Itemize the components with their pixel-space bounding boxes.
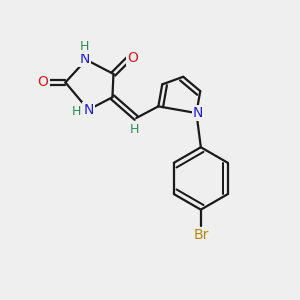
Text: N: N <box>80 52 90 66</box>
Text: H: H <box>72 105 81 118</box>
Text: Br: Br <box>193 228 208 242</box>
Text: O: O <box>127 51 138 64</box>
Text: N: N <box>83 103 94 117</box>
Text: H: H <box>80 40 89 53</box>
Text: O: O <box>38 75 49 89</box>
Text: N: N <box>193 106 203 120</box>
Text: H: H <box>130 123 140 136</box>
